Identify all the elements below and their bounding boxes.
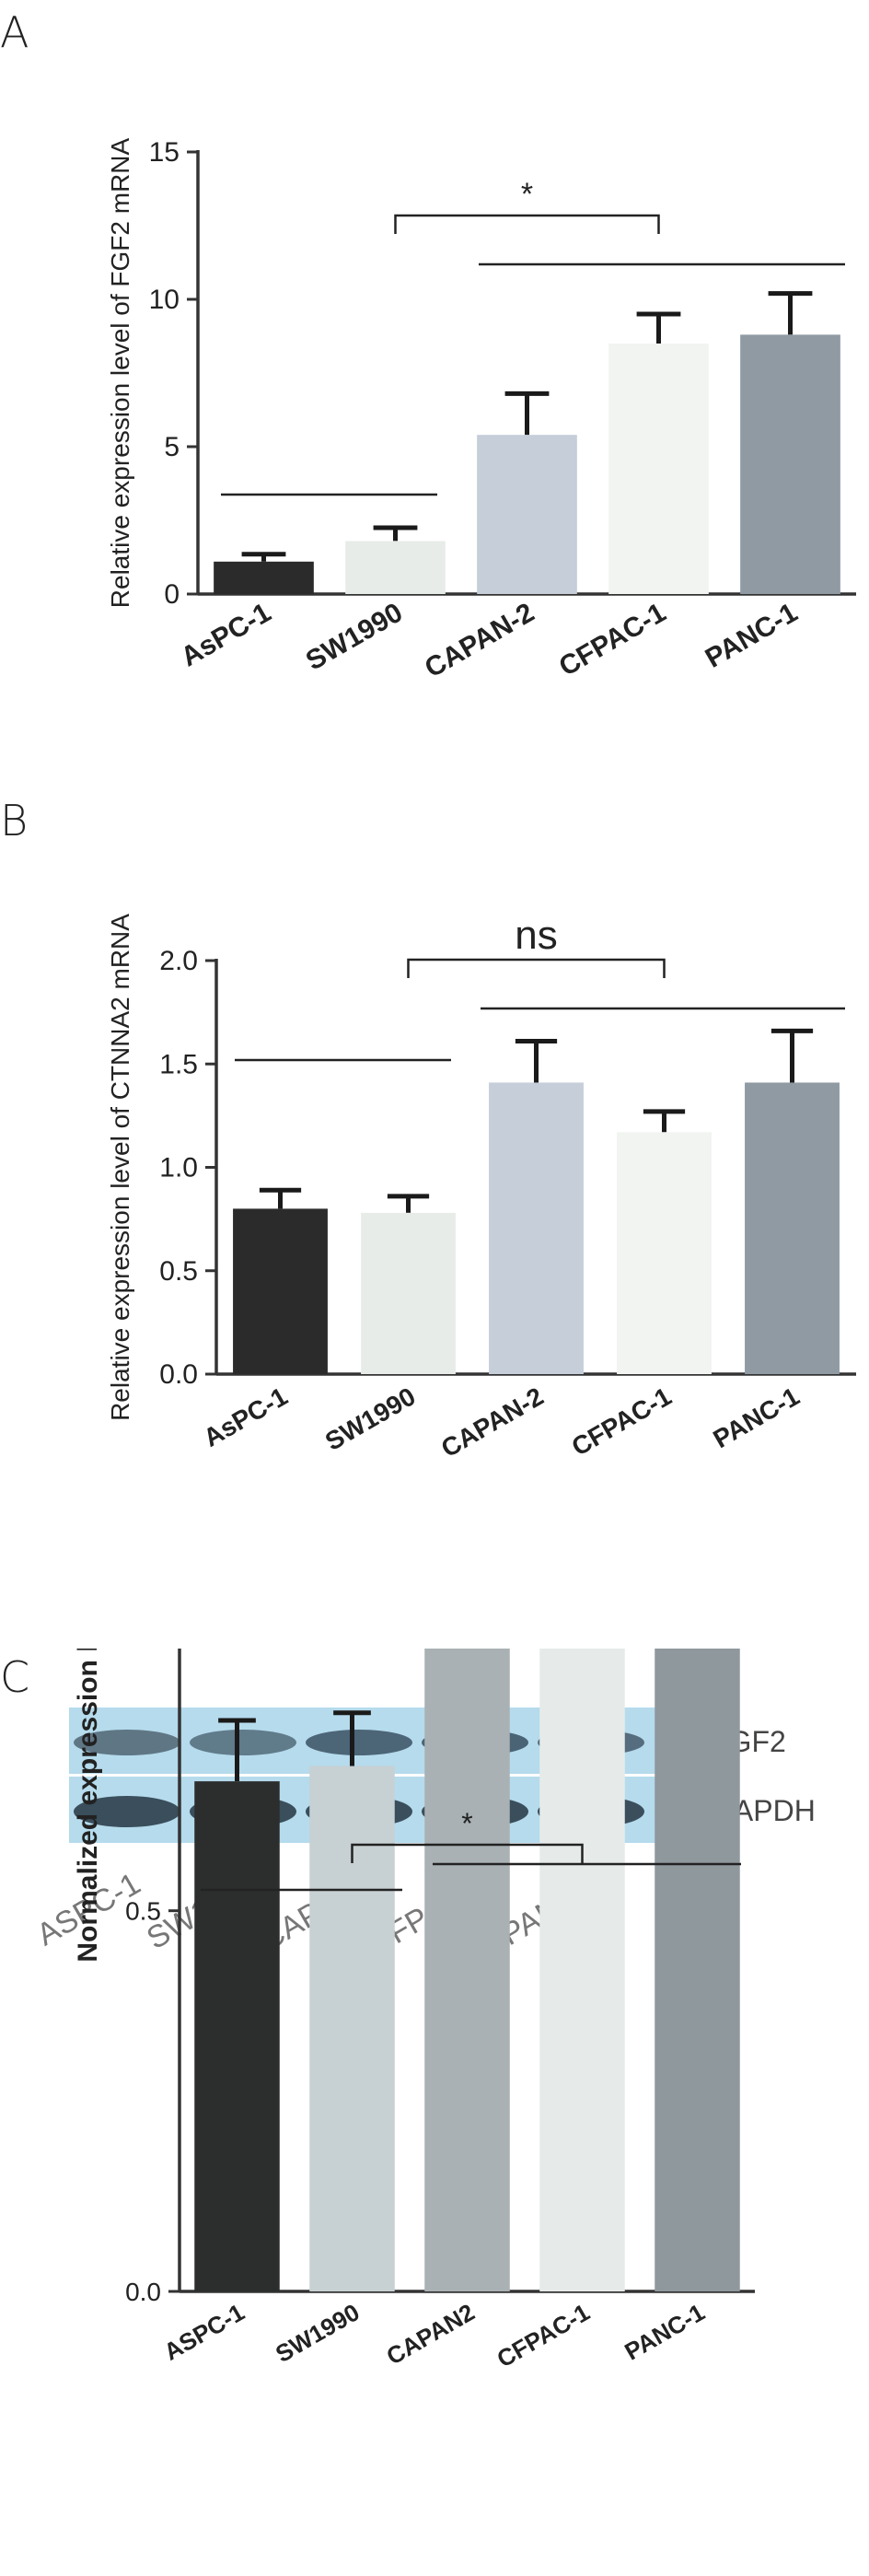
y-tick-label: 1.0 xyxy=(159,1153,198,1183)
x-tick-label: SW1990 xyxy=(320,1381,421,1456)
blot-band xyxy=(74,1796,180,1827)
x-tick-label: PANC-1 xyxy=(620,2298,709,2365)
y-tick-label: 2.0 xyxy=(159,946,198,976)
x-tick-label: PANC-1 xyxy=(709,1381,805,1453)
x-tick-label: SW1990 xyxy=(271,2298,364,2368)
bar xyxy=(745,1082,840,1374)
blot-band xyxy=(74,1730,180,1755)
significance-label: ns xyxy=(515,913,557,958)
bar xyxy=(608,344,709,594)
x-tick-label: PANC-1 xyxy=(701,597,803,673)
panel-a-label: A xyxy=(0,7,29,57)
chart-b: 0.0 0.5 1.0 1.5 2.0 AsPC-1 SW1990 CAPAN-2 CFPAC-… xyxy=(106,913,856,1463)
x-tick-label: CAPAN-2 xyxy=(420,597,539,683)
y-tick-label: 15 xyxy=(149,137,180,168)
panel-a: A 0 5 10 15 AsPC-1 SW1990 CAPAN-2 CFPAC-1 PANC-1… xyxy=(0,0,869,700)
blot-band xyxy=(190,1730,296,1755)
y-tick-label: 0.0 xyxy=(125,2278,161,2306)
significance-bracket xyxy=(394,214,660,234)
bar xyxy=(194,1781,280,2291)
x-tick-label: CAPAN-2 xyxy=(436,1381,548,1463)
panel-c-label: C xyxy=(0,1652,30,1702)
bar xyxy=(361,1212,456,1374)
y-tick-label: 10 xyxy=(149,285,180,315)
bar xyxy=(655,1649,740,2291)
x-tick-label: AsPC-1 xyxy=(176,597,276,672)
y-axis-label: Relative expression level of CTNNA2 mRNA xyxy=(106,914,134,1421)
y-tick-label: 1.5 xyxy=(159,1049,198,1079)
bar xyxy=(539,1649,625,2291)
y-tick-label: 0 xyxy=(164,579,180,610)
bar xyxy=(345,541,446,594)
y-tick-label: 0.0 xyxy=(159,1359,198,1390)
x-tick-label: CFPAC-1 xyxy=(567,1381,677,1461)
chart-c: 0.00.51.01.5ASPC-1SW1990CAPAN2CFPAC-1PAN… xyxy=(73,1649,755,2373)
bar xyxy=(233,1208,328,1374)
x-tick-label: CFPAC-1 xyxy=(554,597,671,682)
significance-label: * xyxy=(461,1807,472,1840)
y-tick-label: 0.5 xyxy=(125,1897,161,1926)
significance-bracket xyxy=(351,1843,584,1863)
y-tick-label: 0.5 xyxy=(159,1256,198,1287)
bar xyxy=(740,334,840,594)
chart-a: 0 5 10 15 AsPC-1 SW1990 CAPAN-2 CFPAC-1 PANC-1 Re… xyxy=(106,137,856,684)
bar xyxy=(489,1082,584,1374)
significance-label: * xyxy=(521,177,533,212)
significance-bracket xyxy=(407,958,666,978)
panel-c: C FGF2GAPDHASPC-1SW1990CAPAN2CFPAC-1PANC… xyxy=(0,1649,869,2576)
y-axis-label: Relative expression level of FGF2 mRNA xyxy=(106,137,134,608)
blot-band xyxy=(306,1730,412,1755)
bar xyxy=(214,561,314,594)
x-tick-label: ASPC-1 xyxy=(159,2298,249,2366)
x-tick-label: CFPAC-1 xyxy=(492,2298,595,2372)
panel-b-label: B xyxy=(0,796,29,845)
x-tick-label: AsPC-1 xyxy=(199,1381,293,1452)
bar xyxy=(617,1132,712,1374)
panel-b: B 0.0 0.5 1.0 1.5 2.0 AsPC-1 SW1990 CAPAN-2 CFPA… xyxy=(0,792,869,1492)
x-tick-label: SW1990 xyxy=(301,597,408,676)
bar xyxy=(477,435,577,594)
bar xyxy=(424,1649,510,2291)
y-axis-label: Normalized expression level of FGF2 xyxy=(73,1649,103,1963)
y-tick-label: 5 xyxy=(164,432,180,462)
x-tick-label: CAPAN2 xyxy=(382,2298,480,2370)
